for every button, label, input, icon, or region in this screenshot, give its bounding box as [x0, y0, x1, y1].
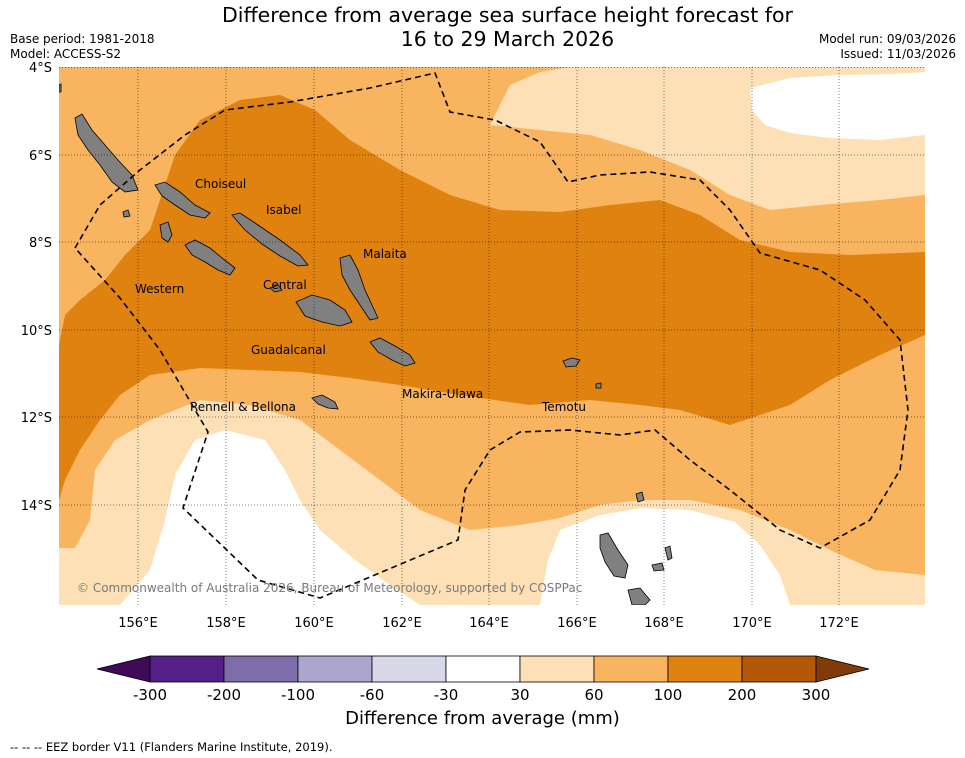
- guadalcanal-island: [295, 294, 353, 327]
- colorbar-label: Difference from average (mm): [345, 708, 620, 729]
- colorbar-tick: -100: [281, 686, 315, 704]
- anomaly-band-neutral-southwest: [120, 430, 420, 605]
- lat-label: 14°S: [21, 499, 52, 514]
- model-name: Model: ACCESS-S2: [10, 47, 122, 61]
- lon-label: 170°E: [732, 616, 772, 631]
- lon-label: 158°E: [206, 616, 246, 631]
- meta-right: Model run: 09/03/2026 Issued: 11/03/2026: [819, 32, 956, 62]
- eez-legend-note: -- -- -- EEZ border V11 (Flanders Marine…: [10, 740, 333, 754]
- province-label-western: Western: [135, 282, 184, 296]
- new-georgia-north: [159, 221, 173, 243]
- lon-labels: 156°E 158°E 160°E 162°E 164°E 166°E 168°…: [118, 616, 859, 631]
- lat-label: 8°S: [29, 236, 52, 251]
- colorbar-tick: -300: [133, 686, 167, 704]
- lat-label: 6°S: [29, 149, 52, 164]
- png-coast: [59, 83, 62, 93]
- colorbar-extend-low: [96, 655, 151, 683]
- colorbar-tick: 300: [802, 686, 831, 704]
- title-line-2: 16 to 29 March 2026: [400, 27, 615, 51]
- anomaly-band-100-200: [59, 95, 925, 500]
- colorbar-swatch: [741, 655, 817, 683]
- makira-island: [369, 337, 416, 367]
- vanuatu-malakula: [627, 587, 651, 605]
- colorbar-swatch: [371, 655, 447, 683]
- colorbar-tick: -200: [207, 686, 241, 704]
- province-label-central: Central: [263, 278, 307, 292]
- central-islands: [269, 284, 283, 293]
- rennell-island: [311, 394, 339, 410]
- lon-label: 162°E: [382, 616, 422, 631]
- colorbar-swatch: [519, 655, 595, 683]
- colorbar-swatch: [297, 655, 373, 683]
- colorbar-tick: 30: [510, 686, 529, 704]
- colorbar-tick: -60: [360, 686, 385, 704]
- base-period: Base period: 1981-2018: [10, 32, 155, 46]
- lon-label: 164°E: [469, 616, 509, 631]
- malaita-island: [339, 254, 379, 321]
- model-run: Model run: 09/03/2026: [818, 32, 956, 46]
- meta-left: Base period: 1981-2018 Model: ACCESS-S2: [10, 32, 155, 62]
- lon-label: 156°E: [118, 616, 158, 631]
- colorbar-tick: 60: [584, 686, 603, 704]
- isabel-island: [231, 212, 309, 267]
- anomaly-band-neutral-north: [750, 72, 925, 140]
- province-labels: Choiseul Isabel Malaita Western Central …: [135, 177, 586, 414]
- vanuatu-torres: [635, 491, 645, 503]
- lon-label: 160°E: [294, 616, 334, 631]
- province-label-makira-ulawa: Makira-Ulawa: [402, 387, 483, 401]
- colorbar-tick: 100: [654, 686, 683, 704]
- land-masses: [59, 83, 673, 605]
- copyright-text: © Commonwealth of Australia 2026, Bureau…: [77, 581, 582, 595]
- lon-label: 168°E: [644, 616, 684, 631]
- colorbar-ticks: -300 -200 -100 -60 -30 30 60 100 200 300: [133, 686, 830, 704]
- province-label-choiseul: Choiseul: [195, 177, 246, 191]
- colorbar-tick: 200: [728, 686, 757, 704]
- province-label-guadalcanal: Guadalcanal: [251, 343, 326, 357]
- colorbar-swatch: [593, 655, 669, 683]
- santa-cruz-island: [562, 357, 581, 368]
- lat-label: 4°S: [29, 61, 52, 76]
- map-area: [59, 67, 925, 605]
- title-line-1: Difference from average sea surface heig…: [222, 3, 793, 27]
- colorbar-swatch: [445, 655, 521, 683]
- colorbar-swatch: [667, 655, 743, 683]
- lat-label: 10°S: [21, 324, 52, 339]
- province-label-rennell-bellona: Rennell & Bellona: [190, 400, 296, 414]
- vanuatu-maewo: [664, 545, 673, 561]
- shortland-islet: [122, 209, 131, 218]
- anomaly-band-neutral-southeast: [540, 508, 790, 605]
- issued-date: Issued: 11/03/2026: [840, 47, 956, 61]
- province-label-malaita: Malaita: [363, 247, 407, 261]
- lon-label: 172°E: [819, 616, 859, 631]
- province-label-isabel: Isabel: [266, 203, 301, 217]
- lat-label: 12°S: [21, 411, 52, 426]
- colorbar-swatch: [223, 655, 299, 683]
- eez-border: [74, 72, 909, 599]
- colorbar-tick: -30: [434, 686, 459, 704]
- lat-labels: 4°S 6°S 8°S 10°S 12°S 14°S: [21, 61, 52, 514]
- temotu-islet: [595, 382, 602, 389]
- gridlines: [59, 67, 925, 605]
- province-label-temotu: Temotu: [541, 400, 586, 414]
- chart-title: Difference from average sea surface heig…: [200, 3, 815, 51]
- choiseul-island: [154, 181, 211, 219]
- new-georgia-island: [184, 239, 236, 276]
- lon-label: 166°E: [557, 616, 597, 631]
- colorbar: [96, 655, 870, 683]
- vanuatu-espiritu-santo: [599, 532, 629, 579]
- colorbar-swatch: [149, 655, 225, 683]
- colorbar-extend-high: [815, 655, 870, 683]
- vanuatu-ambae: [651, 562, 665, 572]
